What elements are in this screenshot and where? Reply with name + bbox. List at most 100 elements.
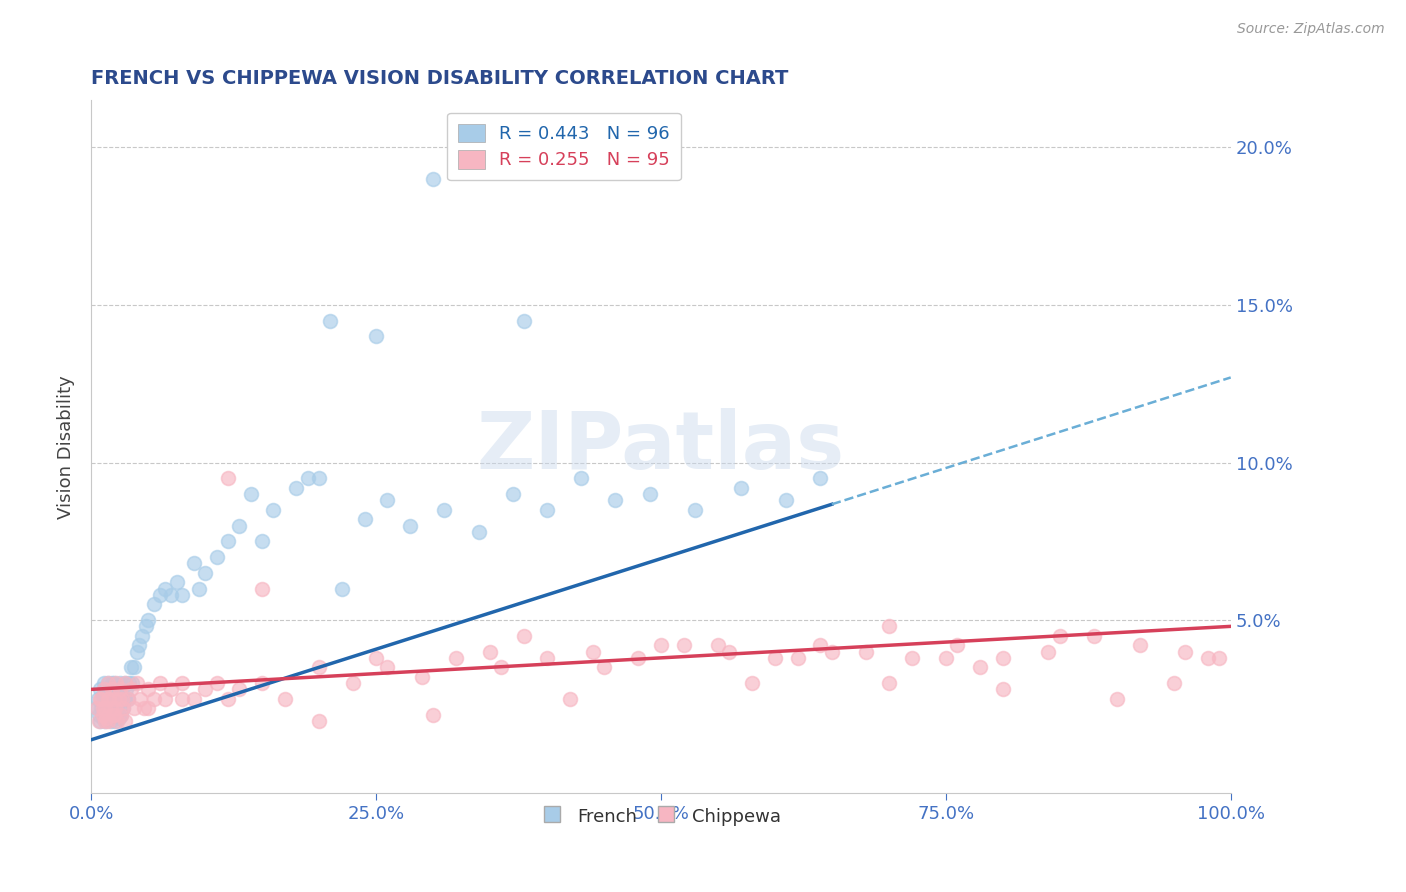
Point — [91, 701, 114, 715]
Point — [274, 691, 297, 706]
Point — [94, 682, 117, 697]
Point — [105, 691, 128, 706]
Point — [239, 487, 262, 501]
Point — [93, 682, 115, 697]
Point — [433, 503, 456, 517]
Point — [107, 691, 129, 706]
Point — [638, 487, 661, 501]
Point — [399, 518, 422, 533]
Point — [1049, 629, 1071, 643]
Point — [991, 651, 1014, 665]
Point — [194, 682, 217, 697]
Point — [105, 676, 128, 690]
Point — [810, 638, 832, 652]
Point — [422, 707, 444, 722]
Point — [96, 691, 118, 706]
Point — [217, 534, 239, 549]
Point — [183, 691, 205, 706]
Point — [605, 493, 627, 508]
Point — [900, 651, 922, 665]
Point — [93, 676, 115, 690]
Point — [105, 701, 128, 715]
Point — [94, 714, 117, 728]
Text: FRENCH VS CHIPPEWA VISION DISABILITY CORRELATION CHART: FRENCH VS CHIPPEWA VISION DISABILITY COR… — [91, 69, 789, 87]
Point — [775, 493, 797, 508]
Point — [741, 676, 763, 690]
Point — [166, 575, 188, 590]
Point — [935, 651, 957, 665]
Point — [991, 682, 1014, 697]
Point — [112, 691, 135, 706]
Point — [155, 691, 177, 706]
Point — [97, 714, 120, 728]
Point — [120, 660, 142, 674]
Point — [1038, 644, 1060, 658]
Point — [155, 582, 177, 596]
Point — [124, 701, 146, 715]
Point — [217, 471, 239, 485]
Point — [91, 689, 114, 703]
Point — [112, 701, 135, 715]
Point — [183, 557, 205, 571]
Point — [121, 676, 143, 690]
Point — [1208, 651, 1230, 665]
Point — [93, 705, 115, 719]
Point — [1105, 691, 1128, 706]
Point — [228, 682, 250, 697]
Point — [250, 676, 273, 690]
Point — [114, 691, 136, 706]
Point — [104, 701, 127, 715]
Point — [136, 682, 159, 697]
Point — [142, 597, 165, 611]
Point — [148, 676, 170, 690]
Point — [730, 481, 752, 495]
Point — [90, 691, 112, 706]
Point — [377, 493, 399, 508]
Point — [569, 471, 592, 485]
Point — [86, 701, 108, 715]
Point — [94, 701, 117, 715]
Point — [319, 314, 342, 328]
Point — [87, 691, 110, 706]
Point — [111, 691, 134, 706]
Point — [444, 651, 467, 665]
Point — [94, 711, 117, 725]
Point — [136, 613, 159, 627]
Point — [125, 644, 148, 658]
Point — [94, 691, 117, 706]
Point — [228, 518, 250, 533]
Point — [205, 676, 228, 690]
Point — [103, 707, 125, 722]
Point — [103, 691, 125, 706]
Point — [467, 524, 489, 539]
Point — [105, 682, 128, 697]
Y-axis label: Vision Disability: Vision Disability — [58, 375, 75, 518]
Point — [131, 629, 153, 643]
Point — [364, 651, 387, 665]
Point — [142, 691, 165, 706]
Point — [104, 682, 127, 697]
Point — [103, 691, 125, 706]
Point — [377, 660, 399, 674]
Point — [718, 644, 741, 658]
Point — [97, 691, 120, 706]
Point — [308, 714, 330, 728]
Point — [308, 660, 330, 674]
Point — [411, 670, 433, 684]
Point — [97, 698, 120, 713]
Point — [194, 566, 217, 580]
Point — [125, 676, 148, 690]
Point — [172, 588, 194, 602]
Point — [98, 685, 121, 699]
Point — [132, 701, 155, 715]
Point — [110, 707, 132, 722]
Point — [114, 676, 136, 690]
Point — [491, 660, 513, 674]
Point — [558, 156, 581, 170]
Point — [877, 676, 900, 690]
Point — [1174, 644, 1197, 658]
Point — [110, 691, 132, 706]
Point — [114, 676, 136, 690]
Point — [683, 503, 706, 517]
Point — [821, 644, 844, 658]
